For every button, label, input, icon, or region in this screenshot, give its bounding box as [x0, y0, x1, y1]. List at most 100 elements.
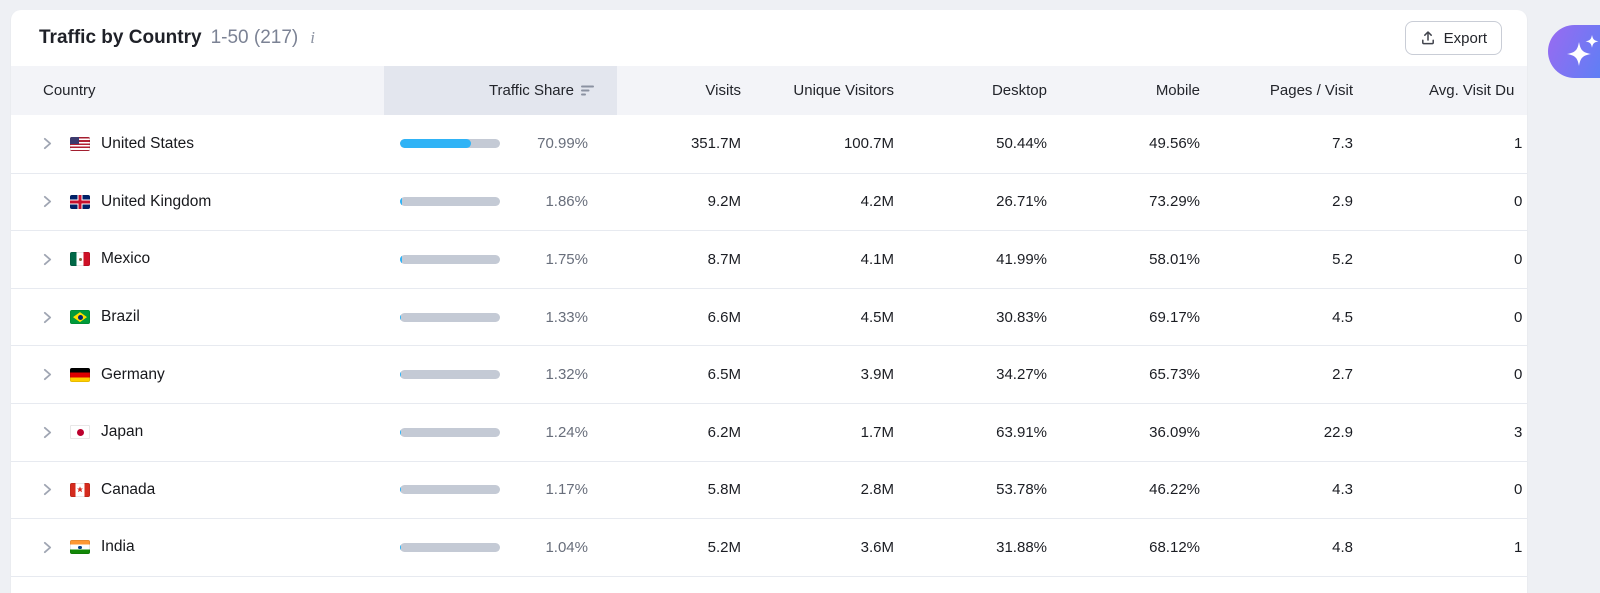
- traffic-share-bar: [400, 485, 500, 495]
- traffic-share-bar: [400, 542, 500, 552]
- column-label: Traffic Share: [488, 82, 574, 99]
- column-label: Desktop: [991, 82, 1047, 99]
- traffic-share-value: 1.75%: [545, 250, 588, 268]
- pages-per-visit-value: 22.9: [1323, 423, 1353, 441]
- traffic-share-bar: [400, 370, 500, 380]
- unique-visitors-value: 4.1M: [860, 250, 894, 268]
- avg-visit-duration-value: 0: [1514, 250, 1523, 268]
- avg-visit-duration-value: 0: [1514, 366, 1523, 384]
- desktop-share-value: 50.44%: [996, 135, 1047, 153]
- column-label: Country: [43, 82, 96, 99]
- sparkles-icon: [1563, 32, 1600, 72]
- unique-visitors-value: 4.5M: [860, 308, 894, 326]
- traffic-share-bar-fill: [400, 254, 402, 264]
- visits-value: 351.7M: [690, 135, 741, 153]
- info-icon[interactable]: i: [310, 28, 315, 47]
- mobile-share-value: 58.01%: [1149, 250, 1200, 268]
- traffic-share-bar-fill: [400, 427, 402, 437]
- unique-visitors-value: 2.8M: [860, 481, 894, 499]
- mobile-share-value: 69.17%: [1149, 308, 1200, 326]
- ai-assistant-button[interactable]: [1548, 25, 1600, 78]
- column-label: Unique Visitors: [793, 82, 894, 99]
- unique-visitors-value: 4.2M: [860, 193, 894, 211]
- avg-visit-duration-value: 1: [1514, 538, 1523, 556]
- traffic-share-bar-fill: [400, 139, 471, 149]
- country-name: United Kingdom: [101, 192, 212, 210]
- traffic-share-bar: [400, 139, 500, 149]
- traffic-share-bar-fill: [400, 370, 402, 380]
- traffic-share-value: 1.04%: [545, 538, 588, 556]
- panel-header: Traffic by Country 1-50 (217) i Export: [11, 10, 1527, 66]
- column-header-unique-visitors[interactable]: Unique Visitors: [756, 66, 909, 115]
- desktop-share-value: 41.99%: [996, 250, 1047, 268]
- visits-value: 6.2M: [707, 423, 741, 441]
- country-flag-icon: [70, 367, 90, 382]
- expand-chevron-icon[interactable]: [43, 311, 57, 324]
- country-flag-icon: [70, 310, 90, 325]
- traffic-share-bar-fill: [400, 197, 402, 207]
- expand-chevron-icon[interactable]: [43, 541, 57, 554]
- column-header-mobile[interactable]: Mobile: [1062, 66, 1215, 115]
- desktop-share-value: 63.91%: [996, 423, 1047, 441]
- unique-visitors-value: 1.7M: [860, 423, 894, 441]
- sort-descending-icon: [581, 84, 596, 97]
- expand-chevron-icon[interactable]: [43, 253, 57, 266]
- avg-visit-duration-value: 3: [1514, 423, 1523, 441]
- mobile-share-value: 46.22%: [1149, 481, 1200, 499]
- mobile-share-value: 36.09%: [1149, 423, 1200, 441]
- pages-per-visit-value: 4.5: [1332, 308, 1353, 326]
- traffic-share-value: 1.33%: [545, 308, 588, 326]
- desktop-share-value: 34.27%: [996, 366, 1047, 384]
- country-flag-icon: [70, 194, 90, 209]
- unique-visitors-value: 100.7M: [843, 135, 894, 153]
- country-name: Brazil: [101, 308, 140, 326]
- expand-chevron-icon[interactable]: [43, 483, 57, 496]
- expand-chevron-icon[interactable]: [43, 426, 57, 439]
- column-header-visits[interactable]: Visits: [617, 66, 756, 115]
- table-row[interactable]: Canada 1.17% 5.8M 2.8M 53.78% 46.22% 4.3…: [11, 460, 1527, 519]
- table-row[interactable]: Germany 1.32% 6.5M 3.9M 34.27% 65.73% 2.…: [11, 345, 1527, 403]
- country-name: United States: [101, 134, 195, 152]
- table-row[interactable]: Mexico 1.75% 8.7M 4.1M 41.99% 58.01% 5.2…: [11, 230, 1527, 288]
- row-range-count: 1-50 (217): [210, 27, 299, 48]
- visits-value: 8.7M: [707, 250, 741, 268]
- traffic-by-country-panel: Traffic by Country 1-50 (217) i Export C…: [11, 10, 1527, 593]
- column-header-traffic-share[interactable]: Traffic Share: [384, 66, 617, 115]
- country-flag-icon: [70, 482, 90, 497]
- country-name: Japan: [101, 423, 144, 441]
- column-label: Visits: [705, 82, 741, 99]
- table-row[interactable]: Brazil 1.33% 6.6M 4.5M 30.83% 69.17% 4.5…: [11, 287, 1527, 346]
- column-header-pages-per-visit[interactable]: Pages / Visit: [1215, 66, 1368, 115]
- table-row[interactable]: United States 70.99% 351.7M 100.7M 50.44…: [11, 115, 1527, 173]
- expand-chevron-icon[interactable]: [43, 195, 57, 208]
- desktop-share-value: 31.88%: [996, 538, 1047, 556]
- avg-visit-duration-value: 0: [1514, 193, 1523, 211]
- avg-visit-duration-value: 0: [1514, 481, 1523, 499]
- table-row[interactable]: Japan 1.24% 6.2M 1.7M 63.91% 36.09% 22.9…: [11, 402, 1527, 461]
- traffic-share-bar: [400, 254, 500, 264]
- table-row[interactable]: United Kingdom 1.86% 9.2M 4.2M 26.71% 73…: [11, 172, 1527, 231]
- column-header-avg-visit-duration[interactable]: Avg. Visit Du: [1368, 66, 1527, 115]
- traffic-share-bar-fill: [400, 542, 402, 552]
- next-row-partial: [11, 575, 1527, 592]
- expand-chevron-icon[interactable]: [43, 137, 57, 150]
- country-name: Mexico: [101, 250, 151, 268]
- mobile-share-value: 68.12%: [1149, 538, 1200, 556]
- expand-chevron-icon[interactable]: [43, 368, 57, 381]
- traffic-share-bar: [400, 427, 500, 437]
- traffic-share-value: 1.32%: [545, 366, 588, 384]
- mobile-share-value: 49.56%: [1149, 135, 1200, 153]
- column-header-desktop[interactable]: Desktop: [909, 66, 1062, 115]
- pages-per-visit-value: 2.7: [1332, 366, 1353, 384]
- country-name: India: [101, 538, 135, 556]
- visits-value: 5.8M: [707, 481, 741, 499]
- column-header-country[interactable]: Country: [11, 66, 384, 115]
- visits-value: 6.5M: [707, 366, 741, 384]
- pages-per-visit-value: 4.8: [1332, 538, 1353, 556]
- column-label: Avg. Visit Du: [1429, 82, 1515, 99]
- mobile-share-value: 65.73%: [1149, 366, 1200, 384]
- export-button[interactable]: Export: [1404, 21, 1502, 55]
- pages-per-visit-value: 4.3: [1332, 481, 1353, 499]
- table-row[interactable]: India 1.04% 5.2M 3.6M 31.88% 68.12% 4.8 …: [11, 518, 1527, 576]
- country-flag-icon: [70, 540, 90, 555]
